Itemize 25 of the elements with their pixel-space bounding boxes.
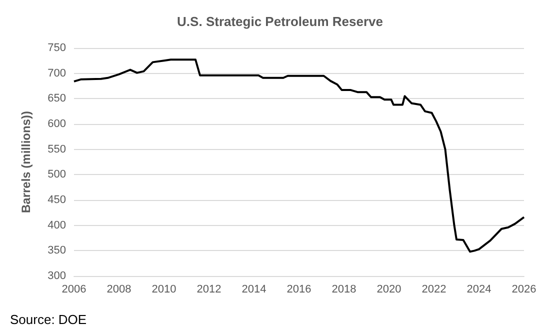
y-tick-label: 700	[48, 67, 66, 80]
source-note: Source: DOE	[10, 312, 87, 327]
x-tick-label: 2022	[422, 284, 446, 296]
y-axis-title: Barrels (millions))	[19, 110, 33, 214]
x-tick-label: 2008	[106, 284, 132, 296]
y-tick-label: 650	[48, 92, 66, 105]
x-tick-label: 2012	[196, 284, 222, 296]
y-tick-label: 450	[48, 194, 66, 206]
x-tick-label: 2006	[62, 284, 86, 296]
x-tick-label: 2024	[466, 284, 492, 296]
line-series	[73, 58, 525, 253]
chart-title: U.S. Strategic Petroleum Reserve	[177, 14, 383, 29]
y-tick-label: 300	[48, 270, 66, 282]
x-tick-label: 2016	[286, 284, 312, 296]
y-tick-label: 750	[48, 42, 66, 54]
y-tick-label: 600	[48, 118, 66, 130]
x-tick-label: 2018	[332, 284, 356, 296]
x-tick-label: 2010	[152, 284, 176, 296]
y-tick-label: 400	[48, 219, 66, 232]
x-tick-label: 2020	[376, 284, 402, 296]
x-tick-label: 2026	[512, 284, 536, 296]
x-tick-label: 2014	[242, 284, 266, 296]
y-tick-label: 350	[48, 244, 66, 257]
y-tick-label: 550	[48, 143, 66, 156]
y-tick-label: 500	[48, 168, 66, 181]
